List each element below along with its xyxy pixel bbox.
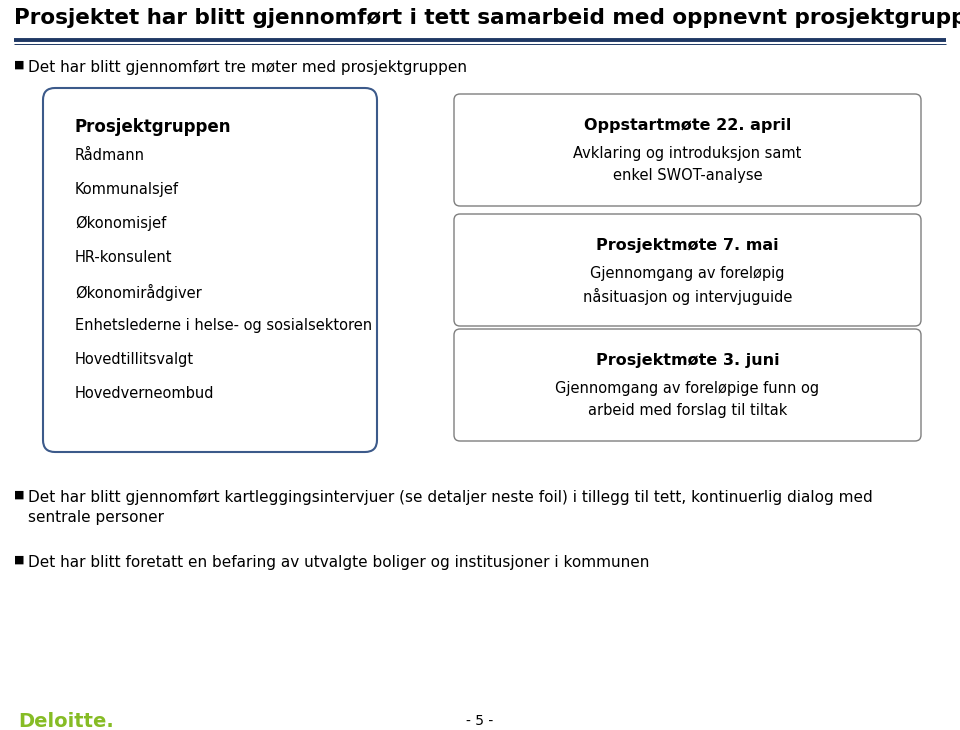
Text: enkel SWOT-analyse: enkel SWOT-analyse [612, 168, 762, 183]
Text: sentrale personer: sentrale personer [28, 510, 164, 525]
Text: Gjennomgang av foreløpige funn og: Gjennomgang av foreløpige funn og [556, 381, 820, 396]
Text: Det har blitt gjennomført kartleggingsintervjuer (se detaljer neste foil) i till: Det har blitt gjennomført kartleggingsin… [28, 490, 873, 505]
Text: - 5 -: - 5 - [467, 714, 493, 728]
Text: Det har blitt foretatt en befaring av utvalgte boliger og institusjoner i kommun: Det har blitt foretatt en befaring av ut… [28, 555, 649, 570]
FancyBboxPatch shape [454, 329, 921, 441]
FancyBboxPatch shape [43, 88, 377, 452]
Text: Prosjektmøte 7. mai: Prosjektmøte 7. mai [596, 238, 779, 253]
Text: nåsituasjon og intervjuguide: nåsituasjon og intervjuguide [583, 288, 792, 305]
Text: Enhetslederne i helse- og sosialsektoren: Enhetslederne i helse- og sosialsektoren [75, 318, 372, 333]
Text: Prosjektgruppen: Prosjektgruppen [75, 118, 231, 136]
Text: Avklaring og introduksjon samt: Avklaring og introduksjon samt [573, 146, 802, 161]
FancyBboxPatch shape [454, 214, 921, 326]
Text: arbeid med forslag til tiltak: arbeid med forslag til tiltak [588, 403, 787, 418]
Text: Økonomisjef: Økonomisjef [75, 216, 166, 231]
Text: Økonomirådgiver: Økonomirådgiver [75, 284, 202, 301]
Text: HR-konsulent: HR-konsulent [75, 250, 173, 265]
Text: Det har blitt gjennomført tre møter med prosjektgruppen: Det har blitt gjennomført tre møter med … [28, 60, 467, 75]
Text: Prosjektet har blitt gjennomført i tett samarbeid med oppnevnt prosjektgruppe: Prosjektet har blitt gjennomført i tett … [14, 8, 960, 28]
Text: Gjennomgang av foreløpig: Gjennomgang av foreløpig [590, 266, 784, 281]
Text: Hovedtillitsvalgt: Hovedtillitsvalgt [75, 352, 194, 367]
Text: Deloitte.: Deloitte. [18, 712, 113, 730]
Text: Rådmann: Rådmann [75, 148, 145, 163]
Text: ■: ■ [14, 555, 25, 565]
Text: ■: ■ [14, 60, 25, 70]
Text: Oppstartmøte 22. april: Oppstartmøte 22. april [584, 118, 791, 133]
Text: ■: ■ [14, 490, 25, 500]
Text: Hovedverneombud: Hovedverneombud [75, 386, 214, 401]
Text: Kommunalsjef: Kommunalsjef [75, 182, 179, 197]
Text: Prosjektmøte 3. juni: Prosjektmøte 3. juni [596, 353, 780, 368]
FancyBboxPatch shape [454, 94, 921, 206]
